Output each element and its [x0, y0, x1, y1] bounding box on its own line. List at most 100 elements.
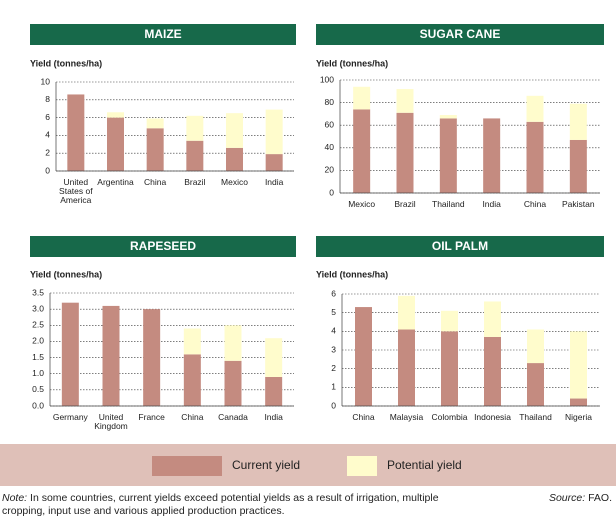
y-tick-label: 6 — [331, 288, 336, 298]
y-tick-label: 0.5 — [32, 384, 44, 394]
chart-title: MAIZE — [144, 27, 181, 41]
x-tick-label: China — [144, 177, 166, 187]
bar-segment — [396, 89, 414, 113]
y-tick-label: 1.5 — [32, 352, 44, 362]
bar-segment — [526, 95, 544, 122]
x-tick-label: Argentina — [97, 177, 134, 187]
x-tick-label: United States of America — [59, 177, 93, 205]
bar-segment — [441, 331, 458, 406]
y-tick-label: 40 — [325, 142, 335, 152]
x-tick-label: India — [264, 412, 283, 422]
panel-header — [316, 236, 604, 257]
bar-segment — [570, 331, 587, 399]
source-label: Source: — [548, 492, 586, 504]
bar-segment — [569, 139, 587, 193]
note: Note: In some countries, current yields … — [2, 492, 452, 518]
y-tick-label: 3.5 — [32, 287, 44, 297]
bar-segment — [527, 363, 544, 406]
y-tick-label: 80 — [325, 97, 335, 107]
x-tick-label: France — [138, 412, 165, 422]
bar-segment — [226, 147, 243, 171]
legend-label: Current yield — [232, 458, 300, 472]
bar-segment — [526, 121, 544, 193]
bar-segment — [265, 154, 283, 171]
panel-header — [30, 236, 296, 257]
legend-swatch — [152, 456, 222, 476]
legend-band — [0, 444, 616, 486]
x-tick-label: China — [524, 199, 546, 209]
y-axis-label: Yield (tonnes/ha) — [30, 58, 102, 68]
x-tick-label: India — [265, 177, 284, 187]
y-tick-label: 10 — [41, 76, 51, 86]
bar-segment — [527, 329, 544, 364]
y-tick-label: 5 — [331, 307, 336, 317]
bar-segment — [67, 94, 85, 171]
chart-title: RAPESEED — [130, 239, 196, 253]
chart-title: SUGAR CANE — [420, 27, 501, 41]
y-tick-label: 0 — [45, 165, 50, 175]
x-tick-label: China — [352, 412, 374, 422]
chart-title: OIL PALM — [432, 239, 488, 253]
x-tick-label: Colombia — [432, 412, 468, 422]
bar-segment — [439, 118, 457, 193]
x-tick-label: Mexico — [348, 199, 375, 209]
x-tick-label: India — [482, 199, 501, 209]
bar-segment — [439, 115, 457, 119]
note-text: In some countries, current yields exceed… — [2, 492, 439, 517]
bar-segment — [183, 354, 201, 406]
panel-header — [30, 24, 296, 45]
y-tick-label: 0 — [329, 187, 334, 197]
y-axis-label: Yield (tonnes/ha) — [316, 269, 388, 279]
bar-segment — [353, 109, 371, 193]
bar-segment — [224, 325, 242, 361]
x-tick-label: Thailand — [432, 199, 465, 209]
y-tick-label: 2 — [331, 363, 336, 373]
bar-segment — [483, 118, 501, 193]
bar-segment — [186, 115, 204, 141]
bar-segment — [107, 117, 124, 171]
legend-label: Potential yield — [387, 458, 462, 472]
y-tick-label: 4 — [331, 326, 336, 336]
bar-segment — [186, 140, 204, 171]
y-axis-label: Yield (tonnes/ha) — [30, 269, 102, 279]
y-tick-label: 2.5 — [32, 320, 44, 330]
x-tick-label: Canada — [218, 412, 248, 422]
y-tick-label: 3 — [331, 344, 336, 354]
x-tick-label: Brazil — [184, 177, 205, 187]
x-tick-label: Nigeria — [565, 412, 592, 422]
x-tick-label: Mexico — [221, 177, 248, 187]
y-tick-label: 1.0 — [32, 368, 44, 378]
bar-segment — [265, 109, 283, 155]
y-tick-label: 2.0 — [32, 336, 44, 346]
x-tick-label: Malaysia — [390, 412, 424, 422]
y-tick-label: 60 — [325, 119, 335, 129]
y-tick-label: 6 — [45, 112, 50, 122]
x-tick-label: Brazil — [394, 199, 415, 209]
y-tick-label: 0.0 — [32, 400, 44, 410]
y-axis-label: Yield (tonnes/ha) — [316, 58, 388, 68]
bar-segment — [224, 360, 242, 406]
x-tick-label: Thailand — [519, 412, 552, 422]
panel-header — [316, 24, 604, 45]
bar-segment — [484, 301, 501, 337]
bar-segment — [398, 295, 415, 330]
y-tick-label: 20 — [325, 165, 335, 175]
y-tick-label: 3.0 — [32, 303, 44, 313]
x-tick-label: Pakistan — [562, 199, 595, 209]
y-tick-label: 1 — [331, 382, 336, 392]
bar-segment — [355, 307, 372, 406]
bar-segment — [353, 86, 371, 110]
legend-swatch — [347, 456, 377, 476]
bar-segment — [265, 376, 283, 406]
bar-segment — [61, 302, 79, 406]
y-tick-label: 0 — [331, 400, 336, 410]
bar-segment — [226, 113, 243, 148]
bar-segment — [146, 128, 164, 171]
source-text: FAO. — [588, 492, 612, 504]
x-tick-label: Germany — [53, 412, 89, 422]
y-tick-label: 8 — [45, 94, 50, 104]
bar-segment — [183, 328, 201, 355]
note-label: Note: — [2, 492, 28, 504]
